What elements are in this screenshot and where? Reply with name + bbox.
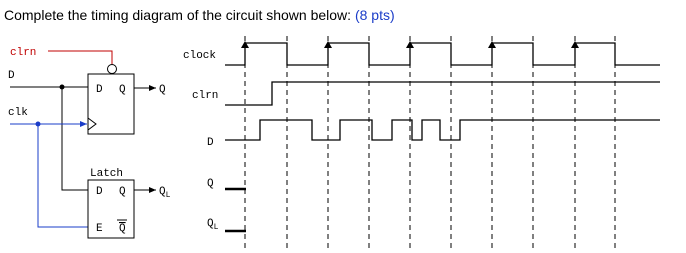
latch-q: Q xyxy=(119,186,126,198)
edge-arrow xyxy=(241,41,249,48)
latch-e: E xyxy=(96,223,103,235)
ff-output: Q xyxy=(159,84,166,96)
latch-d: D xyxy=(96,186,103,198)
edge-arrow xyxy=(324,41,332,48)
edge-arrow xyxy=(571,41,579,48)
latch-label: Latch xyxy=(90,168,123,180)
circuit: clrn D Q Q D clk Latch D Q E Q QL xyxy=(8,47,171,239)
clk-label: clk xyxy=(8,107,28,119)
edge-arrow xyxy=(406,41,414,48)
latch-output: QL xyxy=(159,186,171,200)
clrn-label: clrn xyxy=(192,90,218,102)
q-label: Q xyxy=(207,178,214,190)
clrn-label: clrn xyxy=(10,47,36,59)
ff-q: Q xyxy=(119,84,126,96)
clock-label: clock xyxy=(183,50,216,62)
latch-qbar: Q xyxy=(119,223,126,235)
ff-d: D xyxy=(96,84,103,96)
d-label: D xyxy=(207,137,214,149)
title: Complete the timing diagram of the circu… xyxy=(4,7,395,23)
timing-diagram: clock clrn D Q QL xyxy=(183,36,660,250)
d-input-label: D xyxy=(8,70,15,82)
edge-arrow xyxy=(488,41,496,48)
ql-label: QL xyxy=(207,218,219,232)
